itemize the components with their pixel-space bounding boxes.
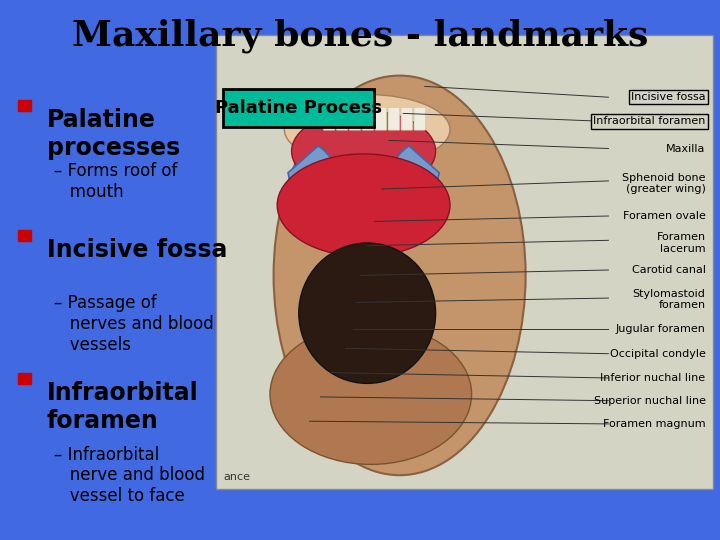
FancyBboxPatch shape xyxy=(414,107,426,130)
Text: ance: ance xyxy=(223,471,251,482)
Text: Occipital condyle: Occipital condyle xyxy=(610,349,706,359)
Ellipse shape xyxy=(270,324,472,464)
Text: Incisive fossa: Incisive fossa xyxy=(47,238,228,261)
FancyBboxPatch shape xyxy=(349,107,361,130)
Bar xyxy=(18,100,31,111)
Ellipse shape xyxy=(299,243,436,383)
Text: Infraorbital
foramen: Infraorbital foramen xyxy=(47,381,199,433)
Text: Foramen magnum: Foramen magnum xyxy=(603,419,706,429)
Text: – Passage of
   nerves and blood
   vessels: – Passage of nerves and blood vessels xyxy=(54,294,214,354)
Text: – Infraorbital
   nerve and blood
   vessel to face: – Infraorbital nerve and blood vessel to… xyxy=(54,446,205,505)
Wedge shape xyxy=(392,146,439,207)
FancyBboxPatch shape xyxy=(362,107,374,130)
Text: Infraorbital foramen: Infraorbital foramen xyxy=(593,117,706,126)
Text: Inferior nuchal line: Inferior nuchal line xyxy=(600,373,706,383)
Text: – Forms roof of
   mouth: – Forms roof of mouth xyxy=(54,162,177,201)
Text: Jugular foramen: Jugular foramen xyxy=(616,325,706,334)
FancyBboxPatch shape xyxy=(216,35,713,489)
Text: Stylomastoid
foramen: Stylomastoid foramen xyxy=(633,289,706,310)
Text: Palatine
processes: Palatine processes xyxy=(47,108,180,160)
Ellipse shape xyxy=(284,94,450,165)
Text: Palatine Process: Palatine Process xyxy=(215,99,382,117)
Bar xyxy=(18,373,31,383)
Text: Incisive fossa: Incisive fossa xyxy=(631,92,706,102)
Wedge shape xyxy=(288,146,335,207)
Text: Foramen ovale: Foramen ovale xyxy=(623,211,706,221)
Bar xyxy=(18,230,31,240)
FancyBboxPatch shape xyxy=(388,107,400,130)
FancyBboxPatch shape xyxy=(336,107,348,130)
Text: Maxillary bones - landmarks: Maxillary bones - landmarks xyxy=(72,19,648,53)
FancyBboxPatch shape xyxy=(401,107,413,130)
Text: Sphenoid bone
(greater wing): Sphenoid bone (greater wing) xyxy=(622,173,706,194)
Text: Superior nuchal line: Superior nuchal line xyxy=(593,396,706,406)
Ellipse shape xyxy=(277,154,450,256)
Text: Carotid canal: Carotid canal xyxy=(631,265,706,275)
Ellipse shape xyxy=(292,111,436,192)
FancyBboxPatch shape xyxy=(223,89,374,127)
Text: Maxilla: Maxilla xyxy=(666,144,706,153)
FancyBboxPatch shape xyxy=(375,107,387,130)
FancyBboxPatch shape xyxy=(323,107,335,130)
Text: Foramen
lacerum: Foramen lacerum xyxy=(657,232,706,254)
Ellipse shape xyxy=(274,76,526,475)
